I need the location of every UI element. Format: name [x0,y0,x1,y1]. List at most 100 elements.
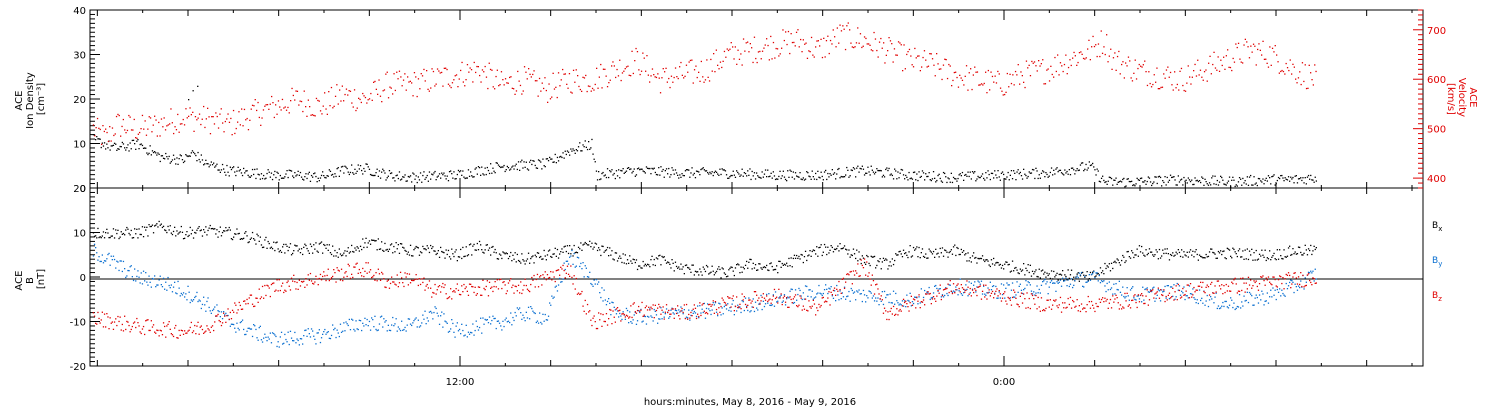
density-point [293,176,295,179]
velocity-point [1110,48,1112,50]
bx-point [1115,262,1117,264]
bx-point [1279,249,1281,251]
by-point [752,298,754,300]
by-point [918,296,920,298]
density-point [330,174,333,176]
density-point [1077,169,1079,172]
bz-point [422,281,424,284]
density-point [510,168,512,170]
bx-point [116,232,118,235]
bx-point [736,264,738,266]
by-point [1223,305,1225,308]
velocity-point [1057,54,1059,56]
bx-point [265,236,267,239]
by-point [521,318,523,320]
by-point [1177,289,1179,291]
density-point [804,178,807,180]
by-point [1226,306,1228,308]
by-point [1221,305,1223,307]
density-point [604,174,606,176]
bz-point [197,321,199,323]
bx-point [490,254,492,256]
by-point [551,295,553,297]
velocity-point [990,71,992,73]
density-point [1030,172,1033,174]
by-point [349,329,352,331]
bx-point [1166,248,1168,250]
bx-point [802,261,804,264]
by-point [870,292,872,294]
bz-point [589,310,591,312]
velocity-point [619,59,621,61]
by-point [1260,299,1262,301]
by-point [783,294,786,296]
bz-point [344,272,346,274]
bz-point [500,278,502,280]
density-point [1139,177,1142,180]
by-point [313,335,315,337]
density-point [309,180,312,182]
bx-point [793,254,796,256]
by-point [969,292,971,294]
bx-point [477,249,480,251]
by-point [678,309,680,311]
bx-point [821,254,823,257]
bz-point [682,311,684,314]
by-point [210,312,212,314]
bz-point [290,277,293,279]
by-point [1052,282,1054,284]
bx-point [340,255,343,257]
by-point [211,309,214,312]
by-point [1280,295,1282,297]
by-point [794,289,797,291]
bz-point [440,291,442,293]
bz-point [671,308,673,310]
bx-point [106,228,108,230]
by-point [227,314,229,317]
by-point [675,310,678,312]
by-point [604,299,606,301]
by-point [1060,285,1063,287]
density-point [166,156,168,158]
bx-point [684,264,687,267]
velocity-point [1101,52,1104,54]
by-point [973,284,975,286]
bz-point [169,328,171,330]
bz-point [287,280,289,282]
density-point [422,174,424,177]
velocity-point [1284,73,1286,75]
density-point [238,170,240,172]
bx-point [648,264,650,266]
velocity-point [617,75,620,77]
velocity-point [1228,66,1230,68]
density-point [1052,174,1054,176]
bx-point [374,240,376,242]
density-point [253,173,255,176]
bx-point [863,261,866,264]
by-point [1005,287,1007,289]
velocity-point [420,73,422,75]
velocity-point [408,81,410,83]
bz-point [357,272,359,274]
density-point [1284,177,1286,179]
by-point [299,338,302,340]
by-point [414,318,416,320]
by-point [621,318,623,321]
bx-point [1021,269,1024,271]
bz-point [206,325,208,327]
by-point [219,316,221,318]
by-point [782,300,784,302]
bx-point [451,248,453,250]
velocity-point [593,89,595,91]
bx-point [570,253,572,255]
density-point [846,166,848,169]
velocity-point [923,50,926,52]
by-point [387,324,389,326]
velocity-point [1065,54,1067,56]
velocity-point [616,68,618,71]
density-point [206,163,208,165]
bz-point [309,272,312,275]
density-point [581,150,583,152]
by-point [699,305,701,307]
by-point [435,307,437,310]
